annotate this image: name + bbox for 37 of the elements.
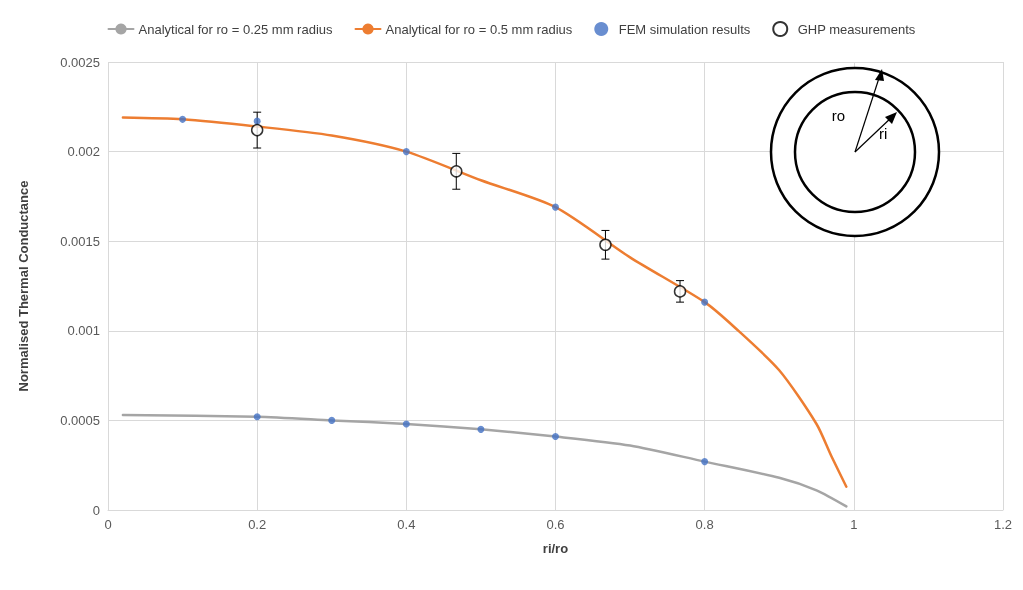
annotation: ro (831, 107, 845, 124)
x-tick-label: 0.8 (695, 517, 714, 532)
x-tick-label: 0 (104, 517, 112, 532)
x-tick-label: 0.6 (546, 517, 565, 532)
annotation: ri (879, 125, 888, 142)
legend-label: Analytical for ro = 0.25 mm radius (138, 21, 333, 37)
point (673, 285, 687, 298)
point (250, 123, 264, 137)
point (477, 425, 485, 433)
annulus-diagram: ro ri (769, 66, 941, 238)
line-series (121, 413, 848, 508)
x-axis-title: ri/ro (542, 541, 569, 556)
point (253, 413, 261, 421)
point (701, 298, 709, 306)
x-tick-label: 1 (850, 517, 858, 532)
x-tick-label: 1.2 (993, 517, 1012, 532)
legend-label: GHP measurements (797, 21, 916, 37)
y-axis-title: Normalised Thermal Conductance (16, 180, 31, 392)
y-tick-label: 0 (92, 502, 100, 518)
point (599, 238, 612, 252)
y-tick-label: 0.0015 (60, 233, 100, 249)
legend-label: FEM simulation results (618, 21, 751, 37)
y-tick-label: 0.0025 (60, 54, 100, 70)
x-tick-label: 0.4 (397, 517, 416, 532)
point (551, 433, 559, 441)
point (402, 148, 410, 156)
point (701, 458, 709, 466)
point (328, 416, 336, 424)
point (179, 115, 187, 123)
y-tick-label: 0.0005 (60, 412, 100, 428)
x-tick-label: 0.2 (248, 517, 267, 532)
y-tick-label: 0.002 (67, 144, 100, 160)
point (551, 203, 559, 211)
legend-label: Analytical for ro = 0.5 mm radius (385, 21, 573, 37)
y-tick-label: 0.001 (67, 323, 100, 339)
point (402, 420, 410, 428)
point (450, 165, 463, 178)
